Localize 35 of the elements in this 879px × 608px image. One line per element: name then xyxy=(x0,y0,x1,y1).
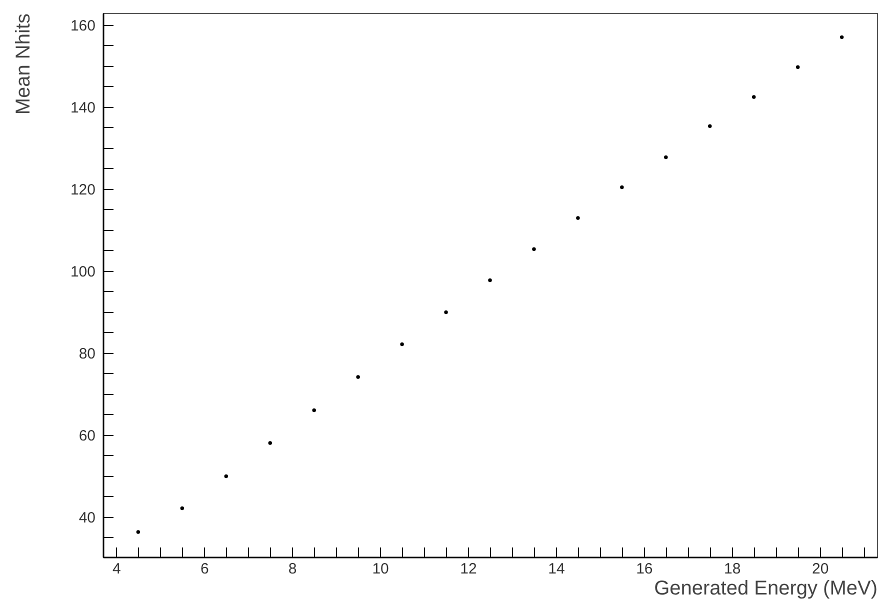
point xyxy=(444,310,448,314)
y-tick-label: 140 xyxy=(70,99,96,116)
x-tick-label: 10 xyxy=(372,560,389,578)
point xyxy=(796,65,800,69)
x-axis-title: Generated Energy (MeV) xyxy=(654,578,878,600)
y-tick-label: 60 xyxy=(78,427,96,444)
point xyxy=(532,247,536,251)
point xyxy=(576,216,580,220)
x-tick-label: 14 xyxy=(548,560,565,578)
y-tick-label: 80 xyxy=(78,345,96,362)
point xyxy=(268,441,272,445)
y-tick-label: 100 xyxy=(70,263,96,280)
x-tick-label: 20 xyxy=(812,560,829,578)
point xyxy=(312,408,316,412)
point xyxy=(840,35,844,40)
x-tick-label: 6 xyxy=(200,560,209,578)
x-tick-label: 12 xyxy=(460,560,477,578)
y-tick-label: 40 xyxy=(78,509,96,526)
x-tick-label: 8 xyxy=(288,560,297,578)
point xyxy=(488,278,492,282)
point xyxy=(752,95,756,99)
y-tick-label: 120 xyxy=(70,181,96,198)
x-tick-label: 18 xyxy=(724,560,741,578)
point xyxy=(620,185,624,190)
x-tick-label: 4 xyxy=(112,560,121,578)
point xyxy=(400,342,404,346)
point xyxy=(708,124,712,128)
point xyxy=(224,474,228,478)
point xyxy=(136,530,140,534)
y-axis-title: Mean Nhits xyxy=(12,14,34,115)
point xyxy=(664,155,668,160)
point xyxy=(180,506,184,510)
point xyxy=(356,375,360,379)
x-tick-label: 16 xyxy=(636,560,653,578)
y-tick-label: 160 xyxy=(70,17,96,34)
